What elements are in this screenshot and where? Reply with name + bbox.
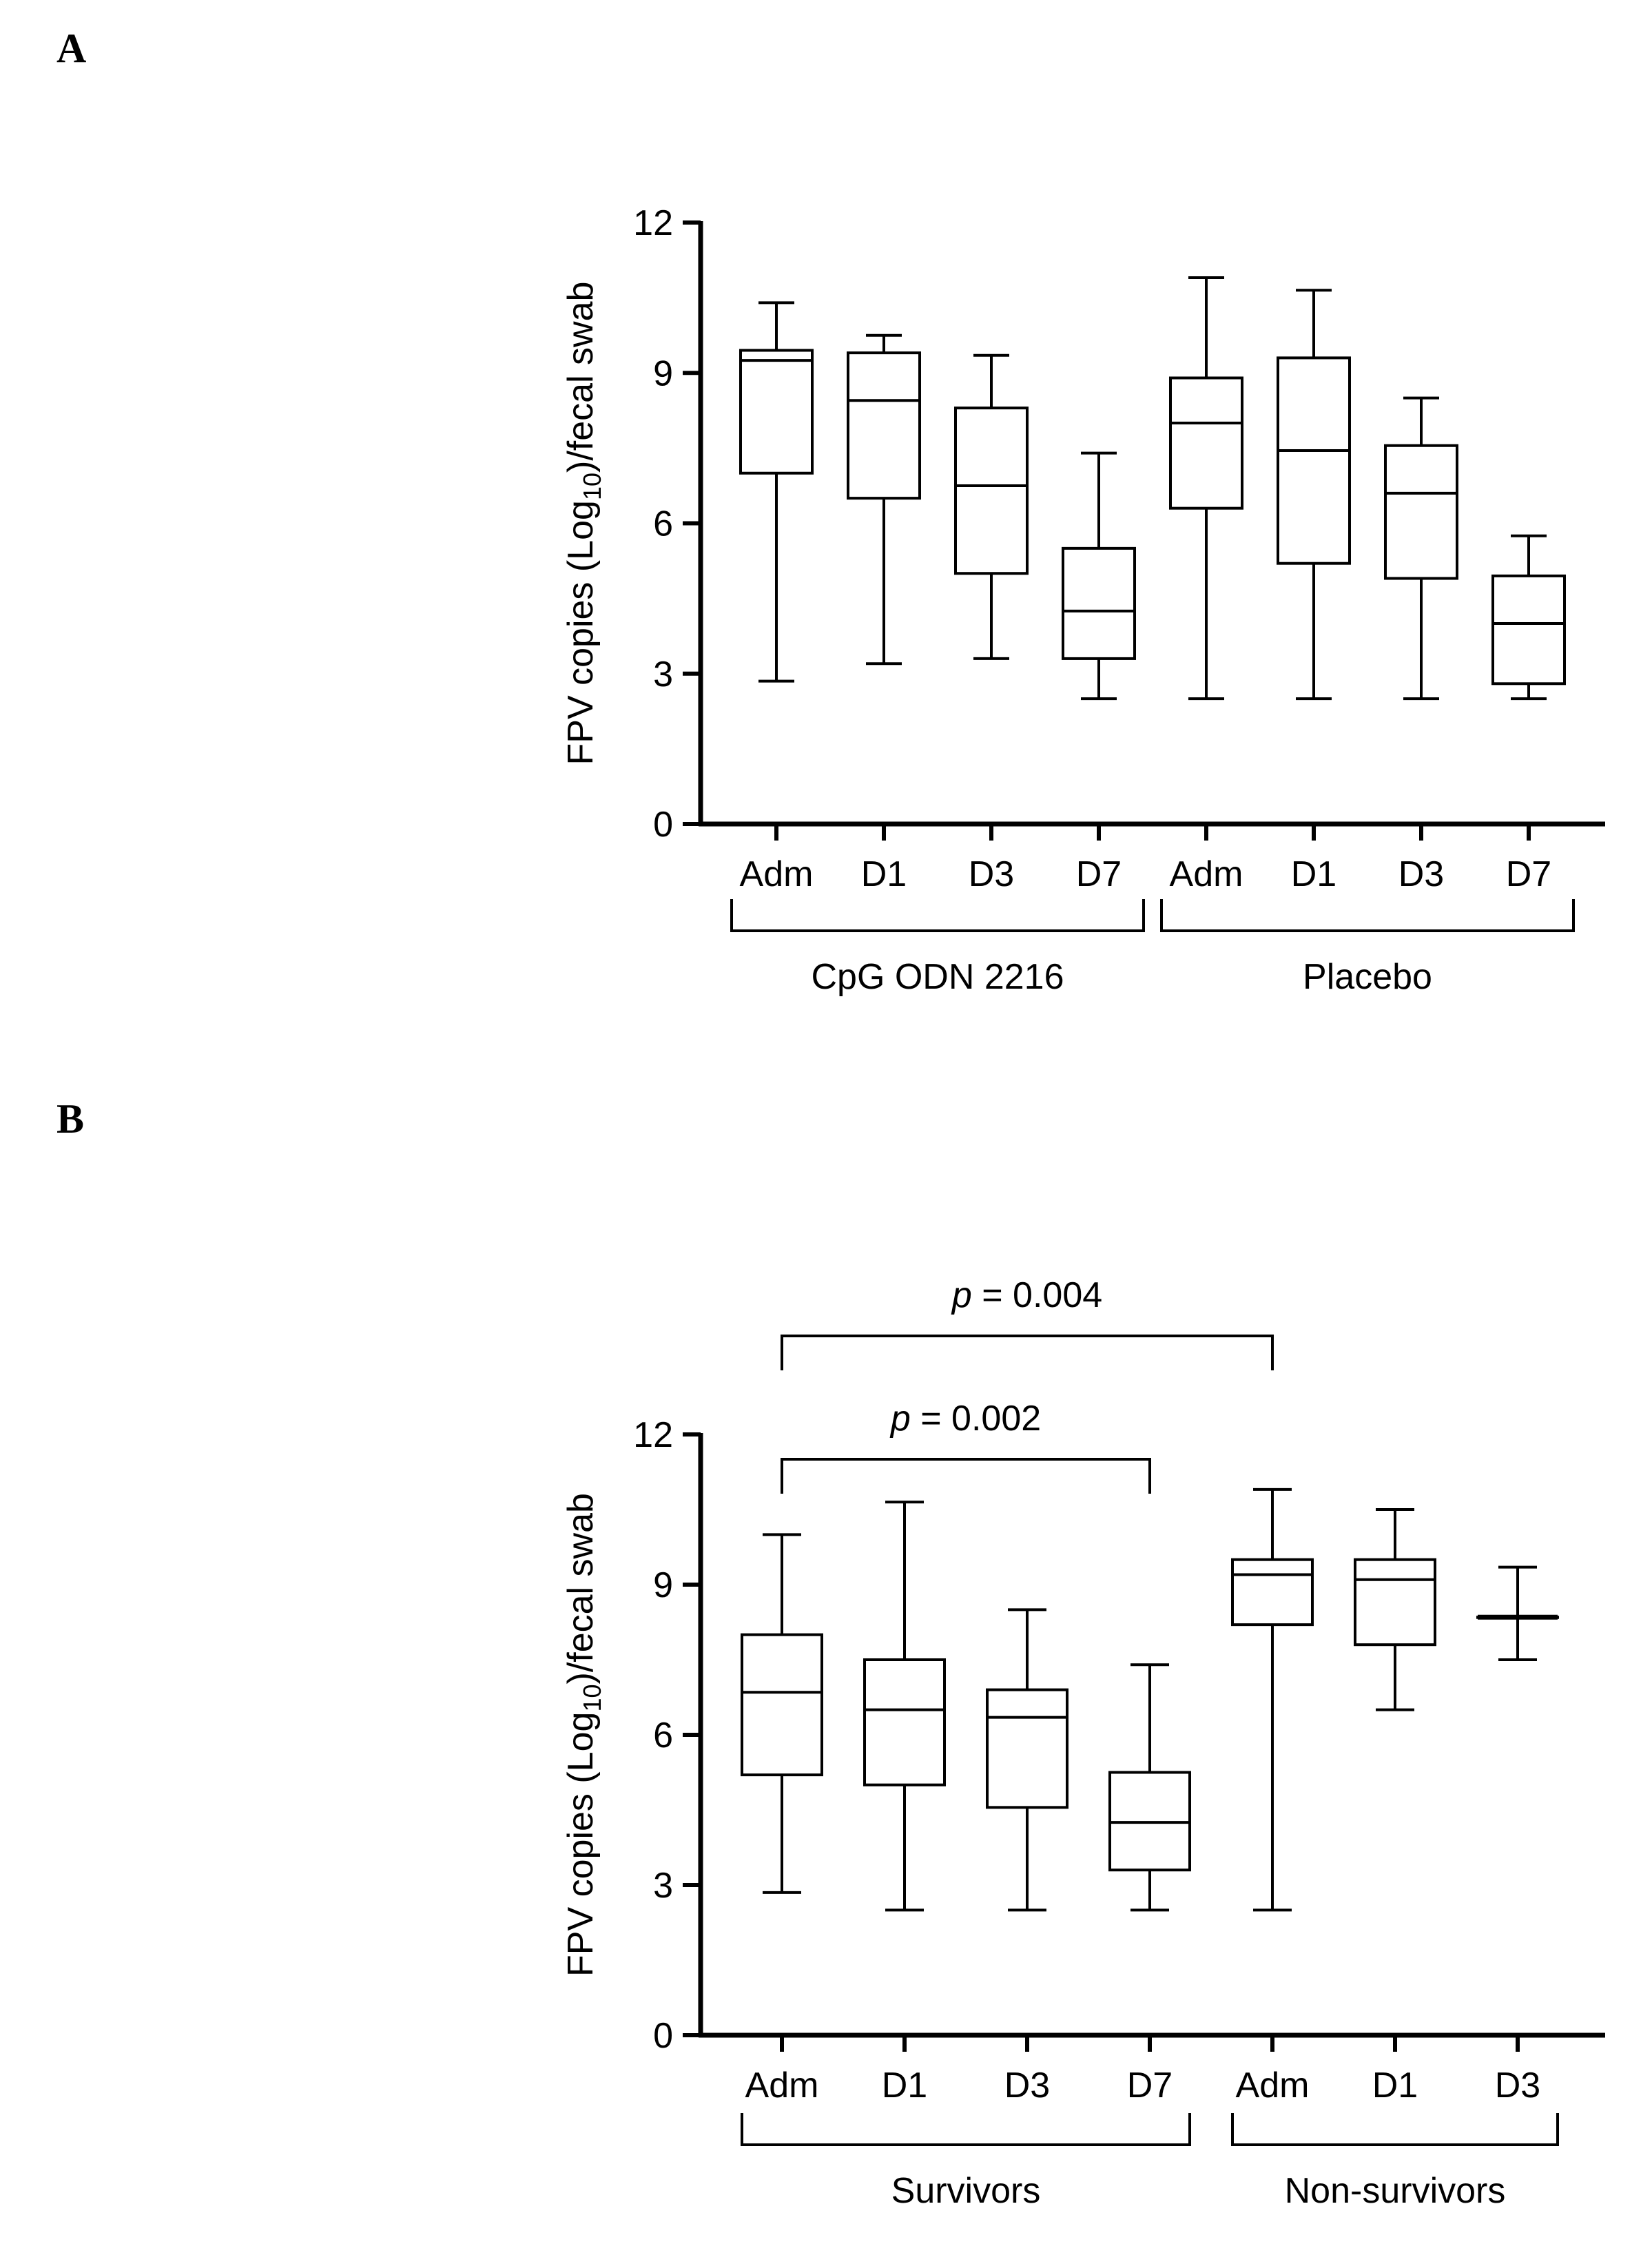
x-tick-label: D1: [861, 854, 907, 894]
x-tick-label: D1: [1291, 854, 1336, 894]
x-tick-label: D3: [1495, 2066, 1540, 2105]
chart-panel-a: 0 3 6 9 12 FPV copies (Log10)/fecal swab Adm D1…: [561, 203, 1605, 997]
box-iqr: [986, 1688, 1068, 1809]
box-iqr: [1062, 546, 1136, 660]
group-bracket: [730, 899, 1145, 932]
box-iqr: [1384, 444, 1458, 580]
group-bracket: [1160, 899, 1575, 932]
panel-label-b: B: [56, 1096, 85, 1142]
y-tick-label: 0: [653, 805, 673, 845]
group-bracket: [741, 2113, 1191, 2146]
x-tick-label: D3: [969, 854, 1014, 894]
box-iqr: [1231, 1558, 1314, 1627]
y-tick-label: 9: [653, 1565, 673, 1605]
x-tick-label: D7: [1076, 854, 1122, 894]
chart-panel-b: 0 3 6 9 12 FPV copies (Log10)/fecal swab Adm D1…: [561, 1275, 1605, 2211]
y-tick-label: 9: [653, 353, 673, 393]
x-tick-label: D3: [1004, 2066, 1050, 2105]
box-iqr: [739, 349, 814, 475]
y-tick-label: 6: [653, 1716, 673, 1755]
x-tick-label: Adm: [745, 2066, 819, 2105]
group-label: Placebo: [1303, 957, 1432, 997]
x-tick-label: D7: [1506, 854, 1551, 894]
group-label: Non-survivors: [1285, 2171, 1506, 2211]
x-tick-label: D3: [1398, 854, 1444, 894]
box-iqr: [863, 1658, 946, 1787]
y-tick-label: 12: [633, 203, 673, 243]
y-axis-label: FPV copies (Log10)/fecal swab: [561, 1493, 606, 1977]
y-axis-label: FPV copies (Log10)/fecal swab: [561, 282, 606, 765]
x-tick-label: Adm: [1170, 854, 1243, 894]
y-tick-label: 6: [653, 504, 673, 544]
box-iqr: [1169, 376, 1243, 510]
x-tick-label: Adm: [740, 854, 814, 894]
box-iqr: [1491, 574, 1566, 686]
panel-label-a: A: [56, 25, 87, 71]
significance-bracket: [781, 1335, 1274, 1370]
x-tick-label: D1: [882, 2066, 927, 2105]
p-value-label: p = 0.004: [951, 1275, 1102, 1315]
box-iqr: [1277, 356, 1351, 565]
group-bracket: [1231, 2113, 1559, 2146]
group-label: Survivors: [891, 2171, 1041, 2211]
box-iqr: [847, 351, 921, 500]
y-tick-label: 3: [653, 655, 673, 694]
y-tick-label: 0: [653, 2016, 673, 2056]
p-value-label: p = 0.002: [889, 1399, 1041, 1439]
box-iqr: [954, 406, 1029, 575]
y-tick-label: 12: [633, 1415, 673, 1455]
x-tick-label: Adm: [1236, 2066, 1310, 2105]
group-label: CpG ODN 2216: [811, 957, 1064, 997]
x-tick-label: D7: [1127, 2066, 1173, 2105]
box-iqr: [741, 1633, 823, 1777]
box-iqr: [1354, 1558, 1436, 1647]
y-tick-label: 3: [653, 1866, 673, 1906]
significance-bracket: [781, 1458, 1151, 1494]
x-tick-label: D1: [1372, 2066, 1418, 2105]
